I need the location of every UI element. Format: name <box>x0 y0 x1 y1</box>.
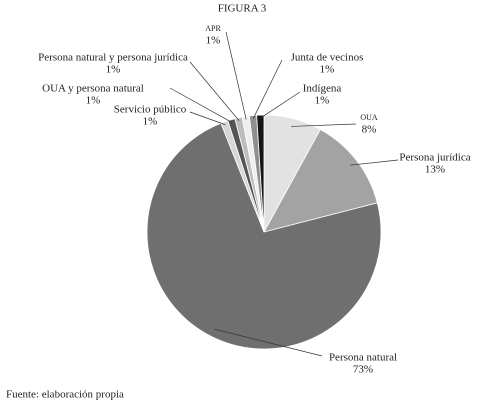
value-label: 1% <box>106 64 121 76</box>
value-label: 1% <box>315 95 330 107</box>
leader-line <box>350 159 399 166</box>
leader-line <box>260 91 301 119</box>
leader-line <box>252 59 283 119</box>
value-label: 73% <box>353 364 373 376</box>
value-label: 1% <box>206 35 221 47</box>
value-label: 1% <box>86 95 101 107</box>
leader-line <box>291 123 357 127</box>
leader-line <box>189 61 240 121</box>
slice-label: Junta de vecinos <box>291 52 364 64</box>
source-note: Fuente: elaboración propia <box>6 389 124 401</box>
slice-label: Persona natural y persona jurídica <box>38 52 188 64</box>
leader-line <box>189 111 226 126</box>
slice-label: APR <box>205 24 221 33</box>
pie-slice <box>146 122 382 350</box>
value-label: 1% <box>143 116 158 128</box>
pie-slice <box>256 114 265 233</box>
chart-title: FIGURA 3 <box>218 3 267 15</box>
slice-label: OUA <box>360 113 378 122</box>
pie-slice <box>263 128 378 233</box>
slice-label: Servicio público <box>114 104 187 116</box>
slice-label: Persona natural <box>329 352 397 364</box>
leader-line <box>169 87 233 123</box>
value-label: 13% <box>425 164 445 176</box>
value-label: 1% <box>320 64 335 76</box>
value-label: 8% <box>362 124 377 136</box>
leader-line <box>225 31 247 120</box>
slice-label: Persona jurídica <box>399 152 470 164</box>
leader-line <box>214 328 323 357</box>
slice-label: Indígena <box>303 83 342 95</box>
slice-label: OUA y persona natural <box>42 83 144 95</box>
